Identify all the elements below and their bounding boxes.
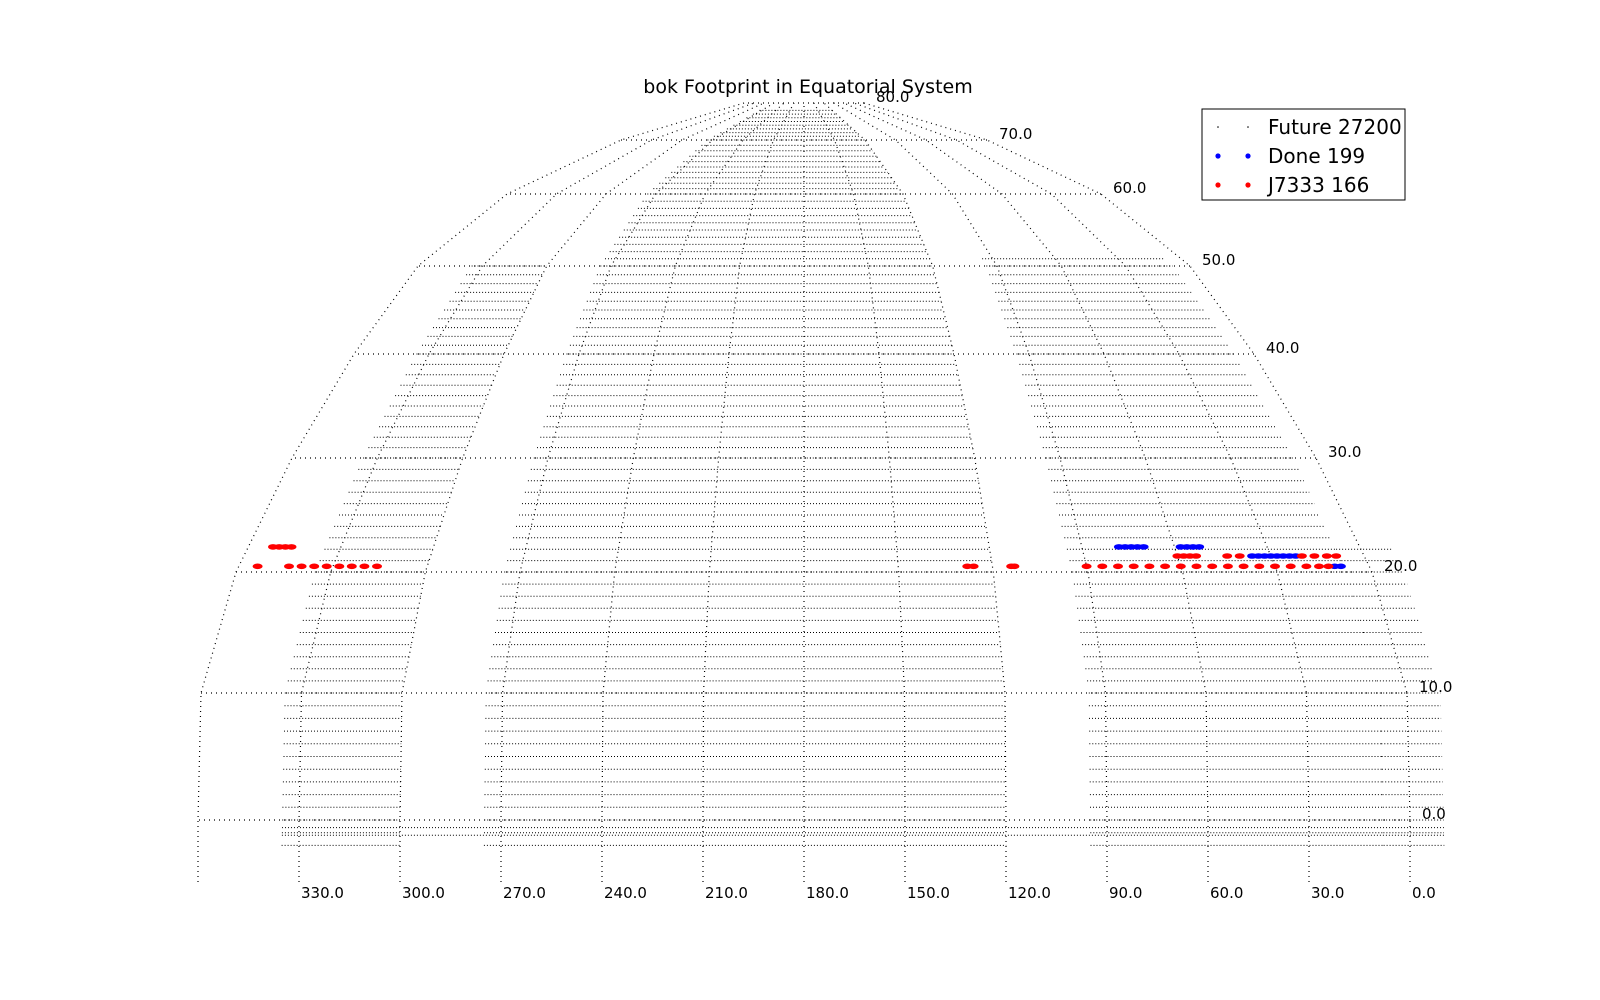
legend-marker [1217,126,1219,128]
ra-tick-label: 150.0 [907,884,950,902]
data-point [1285,563,1296,570]
data-point [1128,563,1139,570]
legend-entry-done: Done 199 [1215,144,1365,168]
ra-tick-label: 60.0 [1210,884,1243,902]
ra-tick-label: 30.0 [1311,884,1344,902]
footprint-rows [281,109,1445,846]
data-point [1296,553,1307,559]
legend-frame [1201,108,1406,201]
data-point [1081,563,1092,570]
ra-tick-label: 240.0 [604,884,647,902]
data-point [284,563,294,570]
data-point [1321,553,1332,559]
footprint-region [1336,548,1445,846]
data-point [1207,563,1218,570]
ra-tick-label: 300.0 [402,884,445,902]
dec-tick-label: 80.0 [876,88,909,106]
data-point [1301,563,1312,570]
data-point [1097,563,1108,570]
data-point [309,563,320,570]
ra-tick-label: 180.0 [806,884,849,902]
dec-tick-label: 60.0 [1113,179,1146,197]
data-point [1309,553,1320,559]
data-points [252,544,1346,570]
legend-marker [1245,182,1251,188]
data-point [296,563,307,570]
dec-tick-label: 40.0 [1266,339,1299,357]
data-point [1144,563,1155,570]
series-points [1113,544,1346,570]
data-point [359,563,370,570]
legend: Future 27200 Done 199 J7333 166 [1201,108,1406,201]
data-point [1194,544,1205,550]
chart-title: bok Footprint in Equatorial System [643,76,972,98]
ra-gridline [853,102,1310,882]
footprint-region [483,109,1007,846]
data-point [1323,563,1334,570]
ra-tick-label: 210.0 [705,884,748,902]
footprint-region [281,265,547,846]
data-point [1314,563,1324,570]
ra-gridline [197,102,745,882]
ra-gridline [500,102,775,882]
legend-marker [1215,182,1221,188]
ra-tick-label: 0.0 [1412,884,1436,902]
ra-gridline [843,102,1209,882]
ra-tick-label: 120.0 [1008,884,1051,902]
dec-tick-label: 30.0 [1328,443,1361,461]
ra-gridline [863,102,1411,882]
data-point [334,563,345,570]
data-point [1234,553,1245,559]
data-point [1254,563,1265,570]
data-point [1222,563,1233,570]
ra-tick-label: 330.0 [301,884,344,902]
ra-tick-label: 270.0 [503,884,546,902]
data-point [1191,563,1202,570]
legend-label: Future 27200 [1268,115,1402,139]
legend-marker [1215,153,1221,159]
data-point [321,563,332,570]
ra-gridline [298,102,755,882]
tick-labels: 330.0 300.0 270.0 240.0 210.0 180.0 150.0 120.0… [301,88,1452,902]
data-point [372,563,382,570]
footprint-region [982,258,1384,846]
legend-entry-future: Future 27200 [1217,115,1402,139]
dec-tick-label: 0.0 [1422,805,1446,823]
data-point [346,563,357,570]
legend-label: J7333 166 [1266,173,1369,197]
data-point [1113,563,1123,570]
data-point [1175,563,1186,570]
data-point [1335,563,1346,570]
legend-entry-j7333: J7333 166 [1215,173,1369,197]
legend-marker [1247,126,1249,128]
data-point [1331,553,1342,559]
coordinate-grid [197,102,1411,882]
data-point [1138,544,1149,550]
data-point [1270,563,1280,570]
legend-label: Done 199 [1268,144,1365,168]
dec-tick-label: 50.0 [1202,251,1235,269]
dec-tick-label: 70.0 [999,125,1032,143]
series-points [252,544,1342,570]
ra-tick-label: 90.0 [1109,884,1142,902]
data-point [252,563,263,570]
data-point [286,544,297,550]
data-point [1160,563,1171,570]
dec-tick-label: 10.0 [1419,678,1452,696]
data-point [968,563,979,570]
data-point [1191,553,1202,559]
ra-gridline [399,102,765,882]
dec-tick-label: 20.0 [1384,557,1417,575]
data-point [1009,563,1020,570]
data-point [1222,553,1233,559]
data-point [1238,563,1249,570]
legend-marker [1245,153,1251,159]
